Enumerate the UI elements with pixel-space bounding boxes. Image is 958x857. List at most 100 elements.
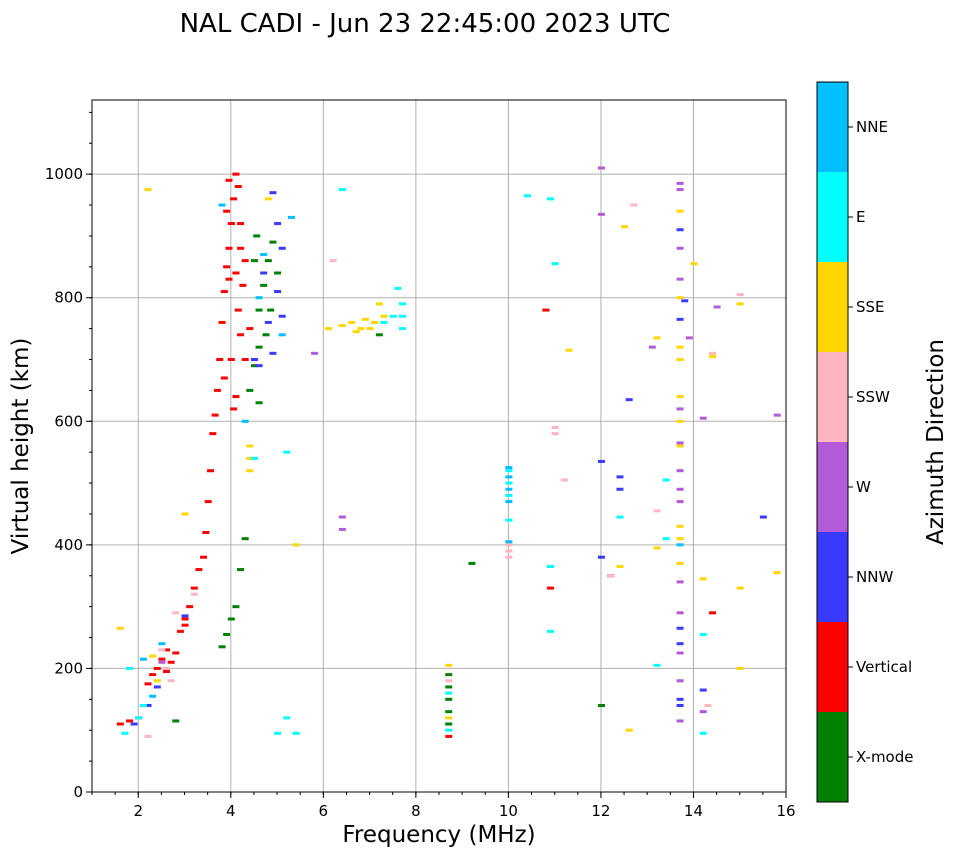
echo-mark bbox=[366, 327, 374, 331]
echo-mark bbox=[241, 358, 249, 361]
echo-mark bbox=[676, 500, 684, 504]
echo-mark bbox=[713, 305, 721, 309]
echo-mark bbox=[676, 277, 684, 281]
x-tick-label: 6 bbox=[319, 802, 329, 820]
echo-mark bbox=[278, 246, 286, 250]
echo-mark bbox=[352, 330, 360, 334]
echo-mark bbox=[121, 731, 129, 735]
echo-mark bbox=[260, 283, 268, 287]
echo-mark bbox=[445, 679, 453, 683]
echo-mark bbox=[206, 469, 214, 473]
echo-mark bbox=[172, 651, 180, 655]
echo-mark bbox=[380, 314, 388, 318]
colorbar-swatch-nnw bbox=[817, 532, 848, 622]
echo-mark bbox=[708, 354, 716, 358]
echo-mark bbox=[153, 679, 161, 683]
echo-mark bbox=[398, 302, 406, 306]
echo-mark bbox=[153, 666, 161, 670]
echo-mark bbox=[676, 358, 684, 361]
echo-mark bbox=[676, 642, 684, 646]
echo-mark bbox=[375, 302, 383, 306]
echo-mark bbox=[158, 642, 166, 646]
echo-mark bbox=[200, 555, 208, 559]
echo-mark bbox=[523, 194, 531, 198]
echo-mark bbox=[225, 178, 233, 182]
y-tick-label: 1000 bbox=[45, 165, 83, 183]
echo-mark bbox=[338, 515, 346, 519]
series-x-mode bbox=[172, 234, 605, 726]
echo-mark bbox=[176, 629, 184, 633]
colorbar-label-e: E bbox=[856, 208, 865, 226]
echo-mark bbox=[158, 657, 166, 661]
echo-mark bbox=[653, 509, 661, 513]
echo-mark bbox=[186, 605, 194, 609]
echo-mark bbox=[736, 302, 744, 306]
echo-mark bbox=[708, 351, 716, 355]
y-tick-label: 200 bbox=[54, 659, 83, 677]
echo-mark bbox=[690, 262, 698, 266]
echo-mark bbox=[216, 358, 224, 361]
echo-mark bbox=[560, 478, 568, 482]
echo-mark bbox=[232, 271, 240, 275]
plot-background bbox=[92, 100, 786, 792]
echo-mark bbox=[274, 271, 282, 275]
echo-mark bbox=[237, 222, 245, 226]
echo-mark bbox=[505, 549, 513, 553]
echo-mark bbox=[260, 271, 268, 275]
echo-mark bbox=[329, 259, 337, 263]
echo-mark bbox=[445, 722, 453, 726]
echo-mark bbox=[398, 314, 406, 318]
echo-mark bbox=[547, 586, 555, 590]
echo-mark bbox=[676, 395, 684, 399]
echo-mark bbox=[676, 524, 684, 528]
echo-mark bbox=[283, 450, 291, 454]
echo-mark bbox=[338, 324, 346, 328]
echo-mark bbox=[505, 543, 513, 547]
azimuth-colorbar: X-mode Vertical NNW W SSW SSE E NNE bbox=[816, 81, 913, 803]
echo-mark bbox=[357, 327, 365, 331]
echo-mark bbox=[234, 308, 242, 312]
echo-mark bbox=[135, 716, 143, 720]
echo-mark bbox=[676, 228, 684, 232]
echo-mark bbox=[551, 432, 559, 436]
echo-mark bbox=[223, 265, 231, 269]
echo-mark bbox=[292, 543, 300, 547]
echo-mark bbox=[232, 395, 240, 399]
echo-mark bbox=[676, 419, 684, 423]
colorbar-label-x-mode: X-mode bbox=[856, 748, 913, 766]
echo-mark bbox=[505, 475, 513, 479]
echo-mark bbox=[505, 487, 513, 491]
echo-mark bbox=[158, 660, 166, 664]
echo-mark bbox=[324, 327, 332, 331]
plot-area: 2 4 6 8 10 12 14 16 0 200 400 600 800 1000 bbox=[45, 99, 796, 820]
echo-mark bbox=[278, 314, 286, 318]
echo-mark bbox=[676, 611, 684, 615]
x-tick-label: 2 bbox=[133, 802, 143, 820]
echo-mark bbox=[445, 691, 453, 695]
echo-mark bbox=[676, 719, 684, 723]
echo-mark bbox=[292, 731, 300, 735]
echo-mark bbox=[255, 401, 263, 405]
echo-mark bbox=[394, 286, 402, 290]
echo-mark bbox=[232, 605, 240, 609]
echo-mark bbox=[704, 704, 712, 707]
echo-mark bbox=[653, 336, 661, 340]
echo-mark bbox=[348, 320, 356, 324]
x-tick-label: 4 bbox=[226, 802, 236, 820]
echo-mark bbox=[616, 475, 624, 479]
echo-mark bbox=[445, 673, 453, 677]
echo-mark bbox=[287, 215, 295, 219]
y-tick-label: 800 bbox=[54, 289, 83, 307]
echo-mark bbox=[181, 617, 189, 621]
echo-mark bbox=[190, 592, 198, 596]
echo-mark bbox=[218, 203, 226, 207]
echo-mark bbox=[736, 293, 744, 297]
series-sse bbox=[116, 188, 781, 732]
colorbar-frame bbox=[816, 81, 849, 803]
colorbar-swatch-sse bbox=[817, 262, 848, 352]
echo-mark bbox=[274, 222, 282, 226]
echo-mark bbox=[232, 172, 240, 176]
echo-mark bbox=[227, 358, 235, 361]
x-tick-label: 10 bbox=[499, 802, 518, 820]
echo-mark bbox=[371, 320, 379, 324]
